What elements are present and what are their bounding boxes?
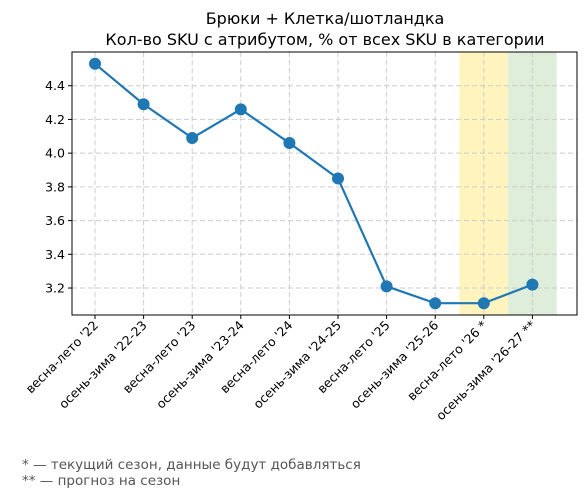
x-tick-label-7: осень-зима '25-26	[347, 317, 441, 411]
data-point-5	[332, 172, 344, 185]
data-point-4	[283, 137, 296, 150]
x-tick-label-5: осень-зима '24-25	[250, 318, 344, 412]
data-point-8	[477, 297, 490, 310]
y-tick-label-5: 4.2	[45, 112, 65, 127]
data-point-0	[89, 57, 101, 70]
chart-title-line-1: Брюки + Клетка/шотландка	[206, 9, 445, 28]
data-point-9	[526, 278, 539, 291]
data-point-3	[234, 103, 247, 116]
y-tick-label-4: 4.0	[45, 146, 65, 161]
y-tick-label-6: 4.4	[45, 78, 65, 93]
y-tick-label-2: 3.6	[45, 213, 65, 228]
y-tick-label-0: 3.2	[45, 281, 65, 296]
series-line-0	[94, 62, 533, 305]
footnote-current-season: * — текущий сезон, данные будут добавлят…	[22, 457, 361, 473]
data-point-6	[380, 280, 393, 293]
data-point-1	[137, 98, 150, 111]
data-point-7	[429, 297, 442, 310]
data-point-2	[186, 131, 199, 144]
y-tick-label-3: 3.8	[45, 179, 65, 194]
x-tick-label-3: осень-зима '23-24	[153, 317, 247, 411]
y-tick-label-1: 3.4	[45, 247, 65, 262]
footnote-forecast: ** — прогноз на сезон	[22, 473, 180, 489]
x-tick-label-9: осень-зима '26-27 **	[433, 318, 539, 424]
x-tick-label-1: осень-зима '22-23	[56, 318, 150, 412]
chart-title-line-2: Кол-во SKU с атрибутом, % от всех SKU в …	[105, 30, 544, 49]
plot-frame	[71, 51, 578, 316]
